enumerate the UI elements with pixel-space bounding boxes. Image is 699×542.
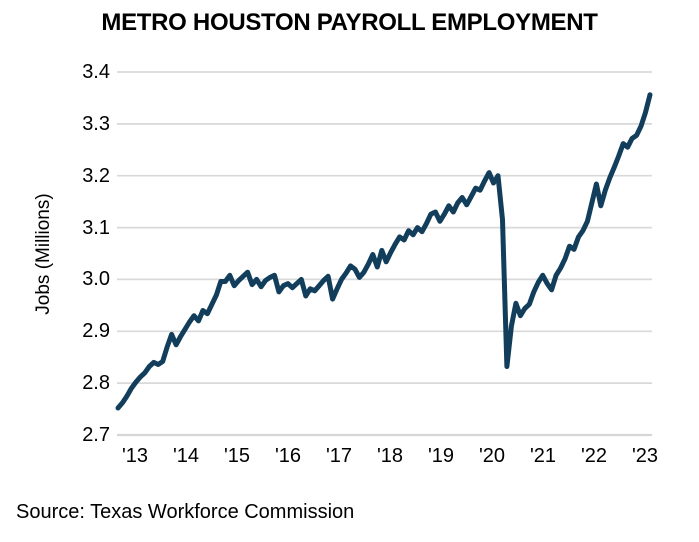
x-tick-label: '21 — [529, 445, 557, 467]
y-tick-label: 3.3 — [82, 112, 110, 135]
x-tick-label: '14 — [172, 445, 200, 467]
y-tick-label: 3.4 — [82, 61, 110, 83]
y-tick-label: 2.8 — [82, 372, 110, 395]
employment-line-series — [115, 92, 653, 411]
x-tick-label: '22 — [580, 445, 608, 467]
source-note: Source: Texas Workforce Commission — [16, 501, 355, 523]
x-tick-label: '17 — [325, 445, 353, 467]
x-tick-label: '20 — [478, 445, 506, 467]
y-tick-label: 3.2 — [82, 164, 110, 187]
x-tick-label: '16 — [274, 445, 302, 467]
x-tick-label: '13 — [121, 445, 149, 467]
x-tick-label: '18 — [376, 445, 404, 467]
x-tick-label: '23 — [631, 445, 659, 467]
y-tick-label: 2.7 — [82, 424, 110, 446]
y-tick-label: 3.0 — [82, 268, 110, 291]
chart-title: METRO HOUSTON PAYROLL EMPLOYMENT — [101, 9, 598, 36]
y-tick-label: 2.9 — [82, 320, 110, 343]
x-tick-label: '15 — [223, 445, 251, 467]
y-tick-label: 3.1 — [82, 216, 110, 239]
x-tick-label: '19 — [427, 445, 455, 467]
